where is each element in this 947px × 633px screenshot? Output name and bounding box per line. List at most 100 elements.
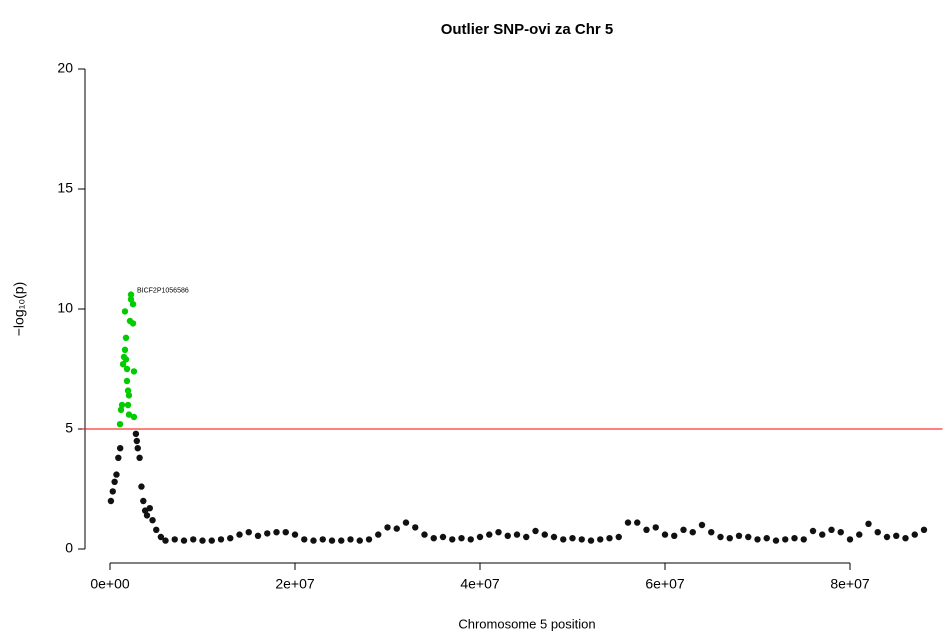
point xyxy=(689,529,696,536)
point xyxy=(118,401,126,409)
point xyxy=(680,526,687,533)
point xyxy=(227,535,234,542)
point xyxy=(652,524,659,531)
point xyxy=(421,531,428,538)
point xyxy=(127,291,135,298)
point xyxy=(116,445,124,452)
point xyxy=(133,437,141,445)
point xyxy=(634,519,641,526)
y-tick-label: 5 xyxy=(65,420,73,436)
point xyxy=(865,520,872,527)
point xyxy=(532,527,539,535)
point xyxy=(550,533,558,541)
point xyxy=(121,346,129,353)
point xyxy=(449,536,456,543)
point xyxy=(745,533,752,541)
annotation: BICF2P1056586 xyxy=(137,287,189,294)
point xyxy=(190,536,197,543)
x-tick-label: 4e+07 xyxy=(460,576,500,592)
point xyxy=(129,320,137,327)
point xyxy=(113,471,120,478)
point xyxy=(726,535,733,542)
point xyxy=(122,356,130,363)
point xyxy=(365,536,373,543)
point xyxy=(123,377,131,385)
point xyxy=(772,537,780,544)
point xyxy=(911,531,918,538)
point xyxy=(125,411,133,418)
point xyxy=(143,512,151,519)
point xyxy=(754,536,761,543)
point xyxy=(735,532,743,539)
point xyxy=(486,531,493,538)
point xyxy=(115,454,122,461)
point xyxy=(109,488,116,495)
point xyxy=(245,529,252,536)
point xyxy=(643,526,650,533)
point xyxy=(578,536,585,543)
point xyxy=(273,529,280,536)
point xyxy=(157,533,165,541)
point xyxy=(763,535,770,542)
point xyxy=(208,537,215,544)
point xyxy=(132,430,140,437)
point xyxy=(217,536,225,543)
x-tick-label: 6e+07 xyxy=(645,576,685,592)
point xyxy=(122,334,130,341)
point xyxy=(153,526,160,533)
point xyxy=(319,536,326,543)
point xyxy=(117,406,125,413)
point xyxy=(121,308,129,315)
point xyxy=(495,529,502,536)
point xyxy=(541,531,548,538)
point xyxy=(347,536,354,543)
y-tick-label: 20 xyxy=(57,60,73,76)
point xyxy=(439,533,447,541)
point xyxy=(523,533,530,541)
y-tick-label: 10 xyxy=(57,300,73,316)
point xyxy=(129,301,137,308)
point xyxy=(162,537,169,544)
point xyxy=(569,535,576,542)
x-tick-label: 2e+07 xyxy=(275,576,315,592)
point xyxy=(504,532,511,539)
y-tick-label: 0 xyxy=(65,540,73,556)
point xyxy=(920,526,928,533)
x-axis-label: Chromosome 5 position xyxy=(458,616,595,631)
point xyxy=(828,526,835,533)
point xyxy=(698,521,706,529)
point xyxy=(301,536,308,543)
point xyxy=(116,421,124,428)
point xyxy=(111,478,118,485)
point xyxy=(412,524,419,531)
point xyxy=(671,532,678,539)
point xyxy=(127,296,135,303)
point xyxy=(149,517,156,524)
point xyxy=(264,530,271,537)
point xyxy=(140,497,147,505)
point xyxy=(180,537,188,544)
point xyxy=(123,365,131,373)
point xyxy=(717,533,724,541)
point xyxy=(134,445,141,452)
point xyxy=(124,401,132,409)
point xyxy=(819,531,826,538)
point xyxy=(782,536,789,543)
point xyxy=(809,527,817,535)
x-tick-label: 8e+07 xyxy=(830,576,870,592)
x-tick-label: 0e+00 xyxy=(90,576,130,592)
point xyxy=(291,531,299,538)
point xyxy=(282,529,289,536)
point xyxy=(310,537,317,544)
point xyxy=(107,497,115,505)
point xyxy=(171,536,178,543)
point xyxy=(791,535,798,542)
point xyxy=(384,524,391,531)
point xyxy=(587,537,595,544)
point xyxy=(902,535,909,542)
point xyxy=(800,536,807,543)
point xyxy=(402,519,410,526)
point xyxy=(146,505,153,512)
